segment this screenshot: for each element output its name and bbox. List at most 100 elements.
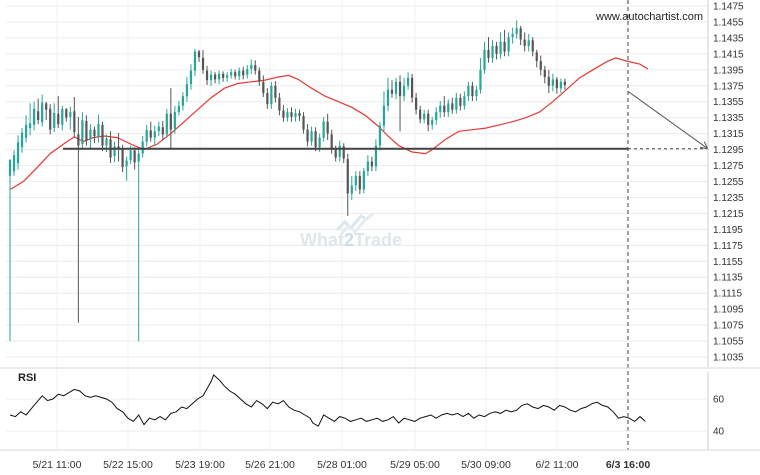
candle bbox=[531, 37, 534, 57]
time-tick-label: 5/22 15:00 bbox=[103, 459, 153, 471]
price-tick-label: 1.1415 bbox=[713, 49, 744, 60]
candle-body bbox=[282, 110, 285, 118]
candle-body bbox=[278, 97, 281, 111]
candle bbox=[346, 153, 349, 216]
candle-body bbox=[65, 108, 68, 118]
candle-body bbox=[270, 85, 273, 105]
candle-body bbox=[374, 145, 378, 167]
candle-body bbox=[121, 148, 124, 168]
price-tick-label: 1.1455 bbox=[713, 17, 744, 28]
candle bbox=[431, 116, 434, 130]
candle-body bbox=[431, 120, 434, 125]
candle-body bbox=[398, 81, 402, 97]
candle bbox=[65, 108, 68, 122]
overlay-layer bbox=[63, 0, 709, 450]
candle bbox=[326, 113, 329, 141]
candle bbox=[507, 32, 510, 57]
candle-body bbox=[483, 49, 486, 70]
candle bbox=[423, 109, 426, 124]
candle-body bbox=[133, 150, 136, 163]
candle-body bbox=[169, 113, 172, 130]
candle-body bbox=[547, 77, 550, 86]
candle bbox=[435, 107, 438, 125]
price-tick-label: 1.1135 bbox=[713, 273, 743, 284]
candle bbox=[185, 77, 189, 102]
candle bbox=[250, 59, 253, 74]
candle bbox=[298, 109, 301, 121]
candle-body bbox=[250, 65, 253, 70]
candle bbox=[57, 96, 60, 129]
candle-body bbox=[443, 105, 446, 113]
chart-trend-icon bbox=[335, 212, 374, 236]
candle-body bbox=[209, 74, 213, 81]
candle bbox=[49, 104, 52, 135]
candle bbox=[24, 115, 28, 143]
candle-body bbox=[226, 75, 229, 78]
candle-body bbox=[402, 85, 406, 97]
candle bbox=[447, 99, 450, 117]
candle-body bbox=[427, 113, 430, 125]
candle bbox=[411, 73, 414, 103]
candle-body bbox=[559, 81, 562, 89]
candle bbox=[197, 49, 201, 62]
candle bbox=[93, 126, 96, 144]
candle bbox=[471, 81, 474, 101]
candle-body bbox=[382, 105, 386, 126]
candle-body bbox=[125, 160, 128, 167]
candle-body bbox=[555, 79, 558, 89]
candle bbox=[511, 27, 514, 44]
candle-body bbox=[113, 146, 116, 156]
candle-body bbox=[310, 131, 313, 142]
candle bbox=[61, 105, 64, 131]
candle-body bbox=[222, 73, 225, 78]
candle bbox=[226, 72, 229, 82]
candle bbox=[479, 57, 482, 94]
candle bbox=[77, 116, 80, 323]
candles-layer bbox=[8, 20, 566, 342]
logo-text-2: 2 bbox=[344, 230, 354, 250]
candle-body bbox=[338, 145, 341, 157]
candle-body bbox=[519, 28, 522, 40]
candle-body bbox=[366, 161, 369, 172]
candle bbox=[467, 81, 470, 101]
candle-body bbox=[8, 159, 12, 176]
candle-body bbox=[394, 81, 398, 94]
price-tick-label: 1.1155 bbox=[713, 257, 743, 268]
candle-body bbox=[238, 70, 241, 77]
candle-body bbox=[326, 121, 329, 134]
candle bbox=[33, 101, 36, 131]
candle bbox=[443, 96, 446, 117]
candle-body bbox=[145, 129, 148, 142]
candle-body bbox=[117, 146, 120, 149]
candle bbox=[402, 77, 406, 101]
price-tick-label: 1.1315 bbox=[713, 129, 744, 140]
candle-body bbox=[173, 112, 176, 129]
candle-body bbox=[97, 124, 100, 137]
candle-body bbox=[495, 45, 498, 54]
candle bbox=[350, 175, 353, 200]
price-tick-label: 1.1375 bbox=[713, 81, 744, 92]
candle-body bbox=[302, 116, 305, 130]
candle bbox=[117, 132, 120, 162]
time-tick-label: 5/28 01:00 bbox=[317, 459, 367, 471]
candle bbox=[266, 88, 269, 109]
candle-body bbox=[523, 39, 526, 46]
price-tick-label: 1.1395 bbox=[713, 65, 744, 76]
candle-body bbox=[455, 97, 458, 110]
candle bbox=[499, 32, 502, 59]
price-tick-label: 1.1335 bbox=[713, 113, 744, 124]
candle bbox=[342, 143, 345, 164]
candle-body bbox=[350, 185, 353, 194]
time-tick-label: 5/30 09:00 bbox=[461, 459, 511, 471]
candle-body bbox=[230, 72, 233, 76]
candle-body bbox=[346, 159, 349, 194]
candle bbox=[242, 66, 245, 80]
candle-body bbox=[531, 40, 534, 52]
candle bbox=[294, 108, 297, 122]
candle bbox=[177, 100, 180, 116]
price-tick-label: 1.1475 bbox=[713, 2, 744, 13]
price-tick-label: 1.1175 bbox=[713, 241, 743, 252]
candle bbox=[133, 147, 136, 170]
candle bbox=[258, 67, 261, 86]
candle-body bbox=[342, 146, 345, 159]
